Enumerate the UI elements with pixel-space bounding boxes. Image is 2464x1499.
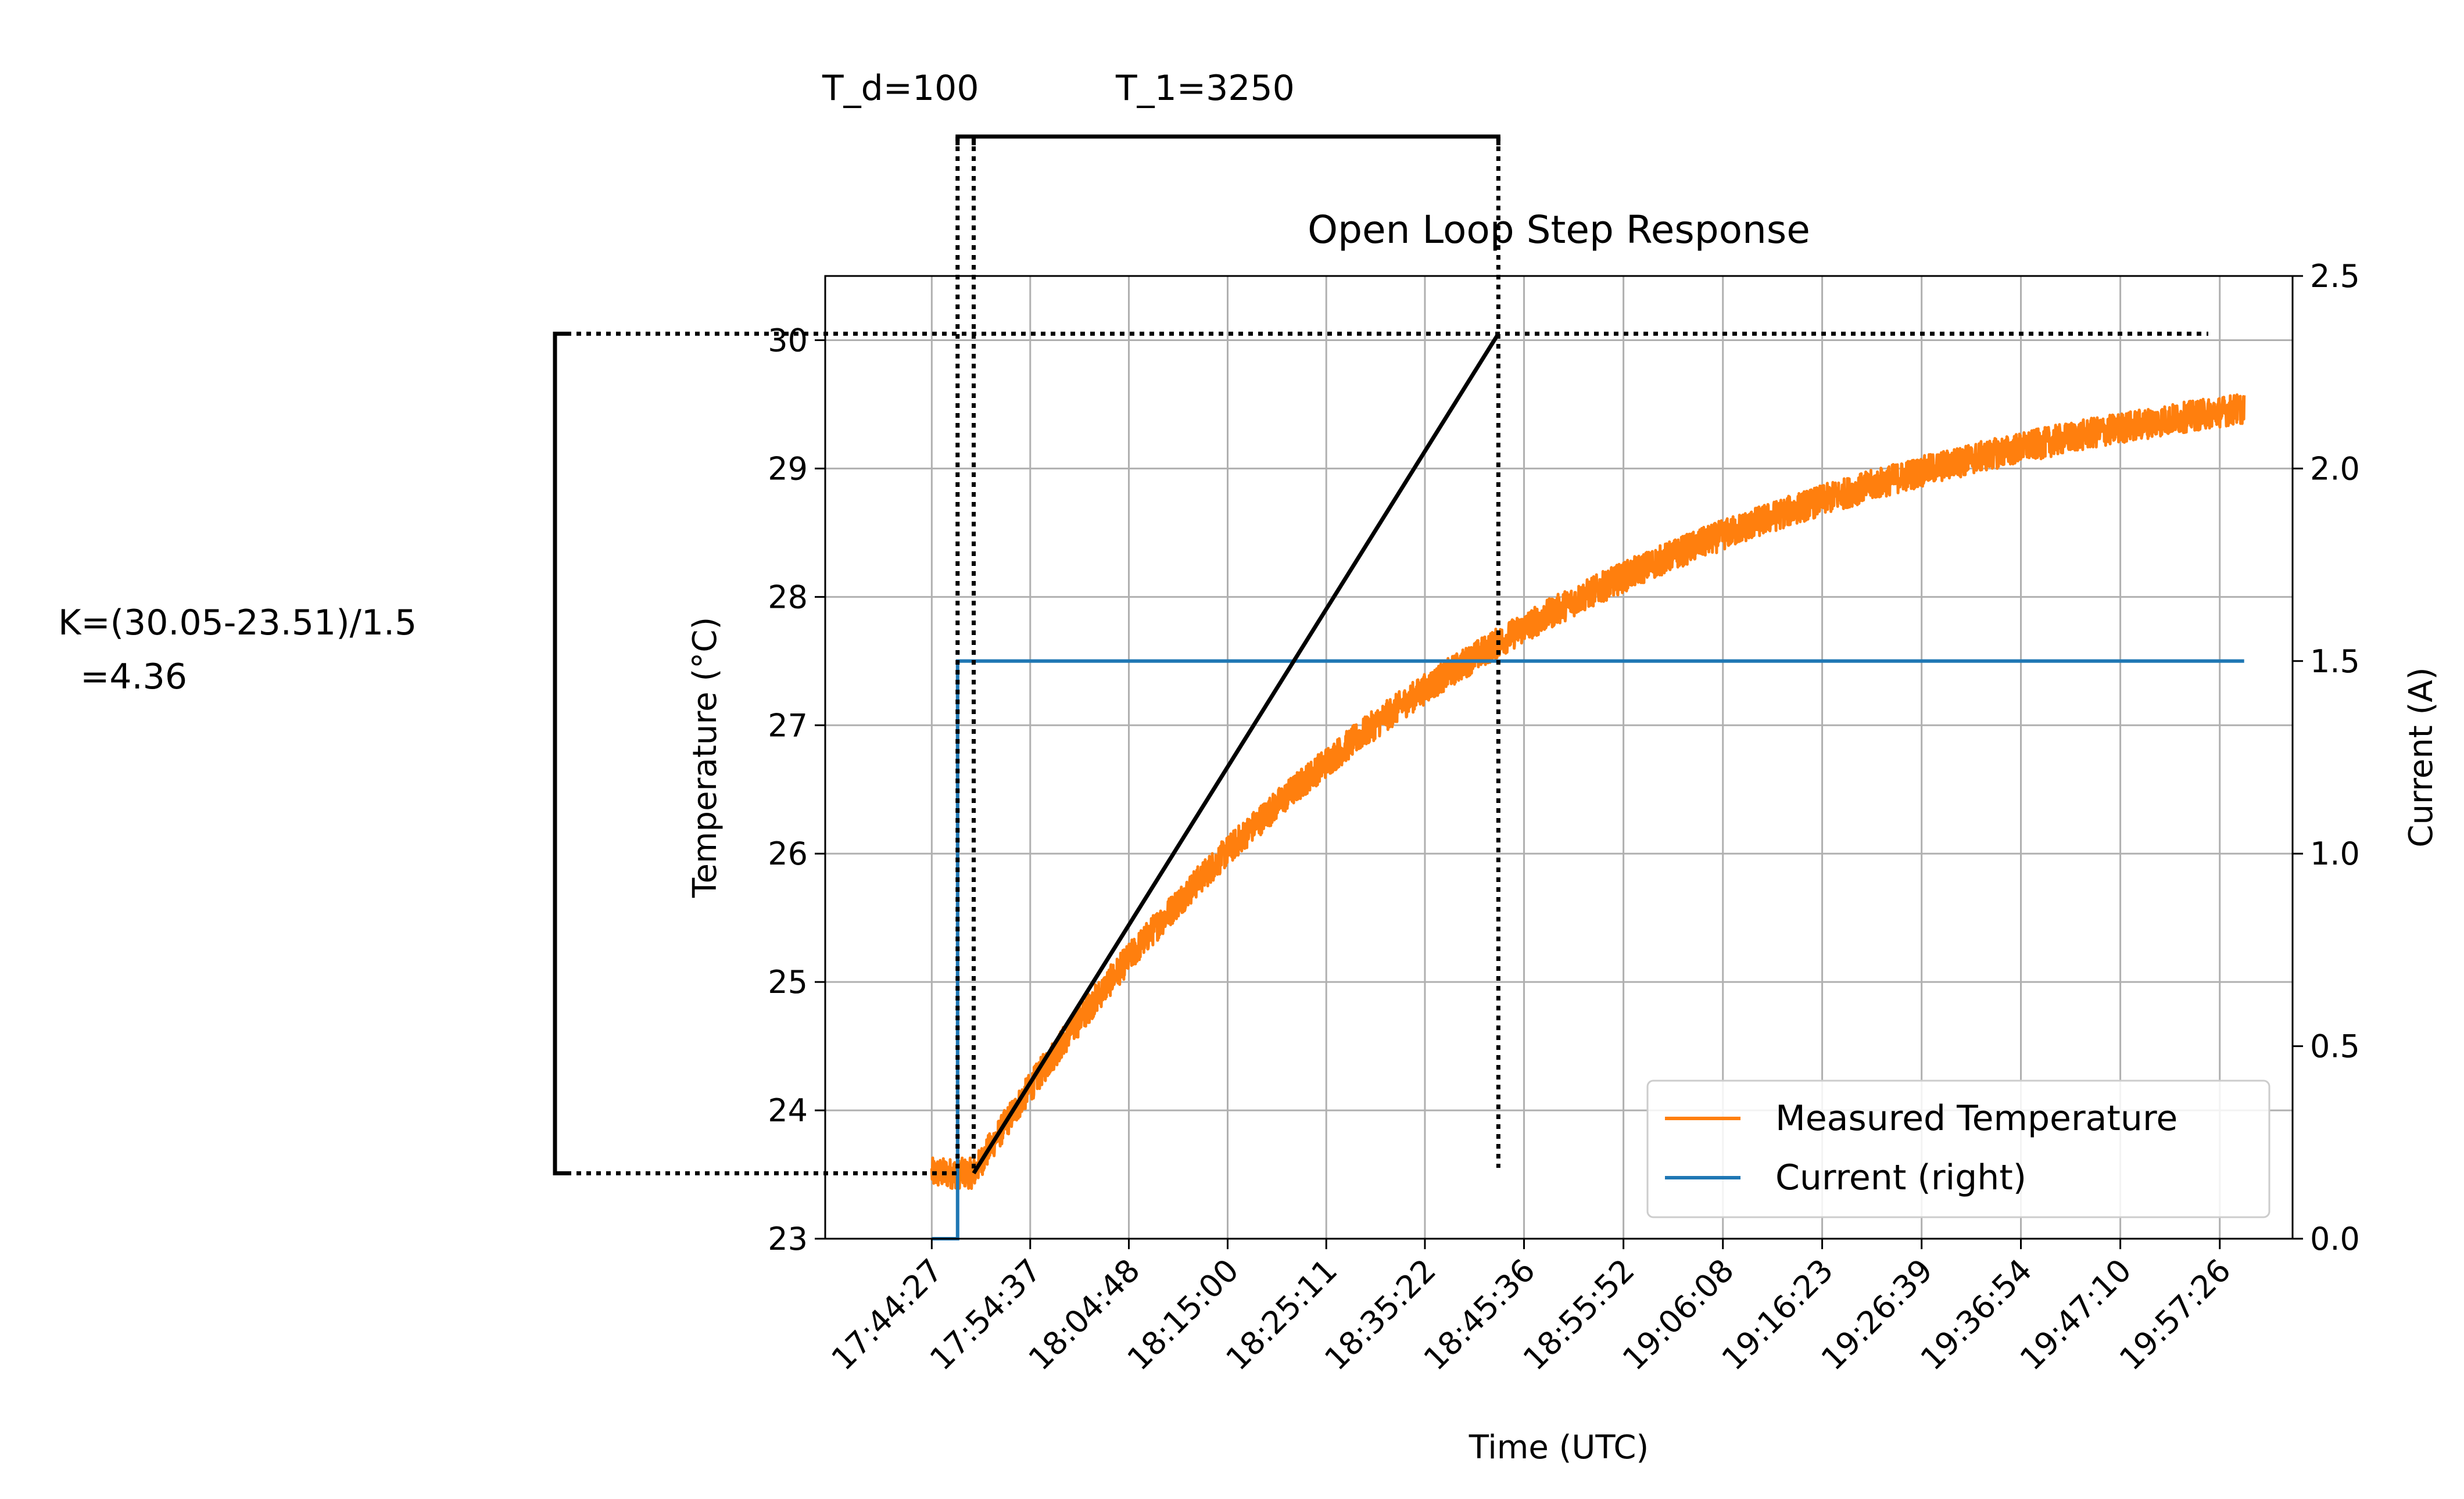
right-y-axis-label: Current (A) — [2402, 667, 2440, 847]
plot-frame — [824, 275, 2294, 1240]
time-constant-label: T_1=3250 — [1115, 68, 1295, 109]
legend-entry-temperature: Measured Temperature — [1775, 1098, 2178, 1139]
legend-entry-current: Current (right) — [1775, 1157, 2026, 1198]
left-y-tick-label: 30 — [768, 322, 808, 358]
right-y-tick-label: 0.5 — [2310, 1028, 2360, 1065]
right-y-tick-label: 2.0 — [2310, 450, 2360, 487]
right-y-tick-label: 1.0 — [2310, 835, 2360, 872]
left-y-tick-label: 26 — [768, 835, 808, 872]
temperature-series — [930, 393, 2246, 1190]
legend: Measured Temperature Current (right) — [1646, 1080, 2270, 1218]
gain-bracket — [553, 331, 567, 1175]
chart-title: Open Loop Step Response — [1308, 207, 1810, 252]
x-axis-label: Time (UTC) — [1469, 1429, 1649, 1466]
left-y-tick-label: 27 — [768, 707, 808, 744]
dead-time-bracket — [955, 134, 976, 145]
t1-bracket — [972, 134, 1500, 145]
annotation-lines — [553, 134, 2208, 1175]
right-y-tick-label: 1.5 — [2310, 643, 2360, 680]
left-y-axis-label: Temperature (°C) — [686, 617, 724, 898]
gain-label-line1: K=(30.05-23.51)/1.5 — [58, 603, 417, 643]
left-y-tick-label: 23 — [768, 1221, 808, 1257]
left-y-tick-label: 24 — [768, 1092, 808, 1129]
left-y-tick-label: 25 — [768, 964, 808, 1000]
right-y-tick-label: 2.5 — [2310, 258, 2360, 295]
dead-time-label: T_d=100 — [822, 68, 979, 109]
legend-box — [1646, 1080, 2270, 1218]
left-y-tick-label: 29 — [768, 450, 808, 487]
right-y-tick-label: 0.0 — [2310, 1221, 2360, 1257]
gain-label-line2: =4.36 — [58, 657, 187, 697]
temperature-line — [930, 393, 2246, 1190]
left-y-tick-label: 28 — [768, 579, 808, 615]
tangent-line — [972, 332, 1500, 1175]
